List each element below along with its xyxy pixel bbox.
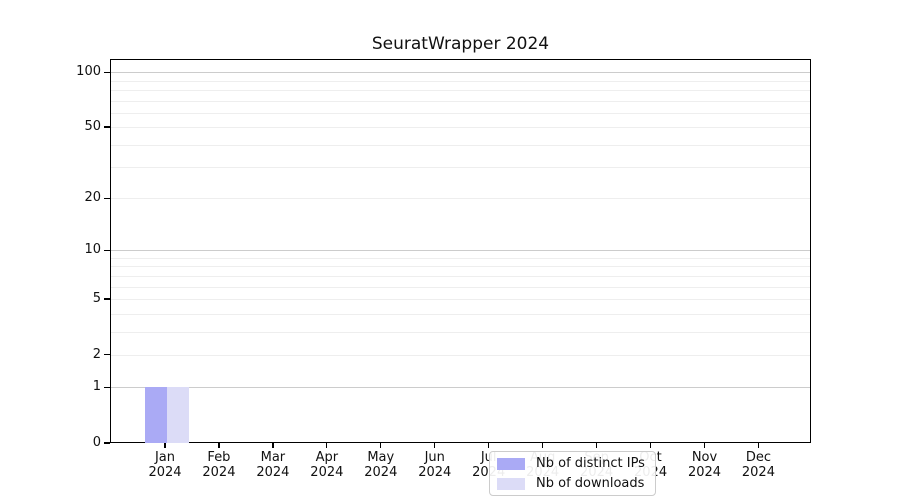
y-axis-tick-mark (104, 354, 110, 356)
y-axis-tick-label: 100 (76, 64, 101, 80)
x-axis-tick-label: Jun 2024 (403, 450, 467, 480)
x-tick-month: Feb (207, 450, 231, 465)
x-axis-tick-label: Nov 2024 (673, 450, 737, 480)
minor-gridline (111, 258, 810, 259)
x-tick-year: 2024 (148, 465, 182, 480)
y-axis-tick-label: 2 (92, 346, 101, 362)
x-tick-month: Jun (424, 450, 445, 465)
x-tick-year: 2024 (202, 465, 236, 480)
minor-gridline (111, 89, 810, 91)
x-tick-month: Nov (691, 450, 718, 465)
x-tick-month: Mar (260, 450, 286, 465)
x-axis-tick-mark (703, 443, 706, 448)
minor-gridline (111, 313, 810, 315)
legend-label-distinct-ips: Nb of distinct IPs (536, 456, 645, 471)
x-axis-tick-mark (488, 443, 490, 448)
minor-gridline (111, 266, 810, 268)
legend-entry-distinct-ips: Nb of distinct IPs (497, 455, 648, 472)
x-axis-tick-label: Jan 2024 (133, 450, 197, 480)
x-axis-tick-mark (380, 443, 382, 448)
major-gridline (111, 387, 810, 389)
minor-gridline (111, 100, 810, 102)
x-axis-tick-mark (218, 443, 220, 448)
y-axis-tick-label: 5 (92, 291, 101, 307)
y-axis-tick-mark (104, 386, 110, 388)
legend: Nb of distinct IPs Nb of downloads (489, 451, 656, 496)
x-axis-tick-mark (272, 443, 274, 448)
bar-distinct-ips (144, 387, 167, 443)
minor-gridline (111, 167, 810, 169)
x-tick-year: 2024 (256, 465, 290, 480)
x-axis-tick-mark (326, 443, 328, 448)
minor-gridline (111, 80, 810, 82)
minor-gridline (111, 198, 810, 200)
x-axis-tick-mark (164, 443, 166, 448)
y-axis-tick-mark (104, 71, 110, 73)
y-axis-tick-label: 50 (84, 119, 101, 135)
legend-entry-downloads: Nb of downloads (497, 475, 648, 492)
x-axis-tick-label: Apr 2024 (295, 450, 359, 480)
legend-swatch-distinct-ips (497, 457, 525, 470)
x-tick-month: May (367, 450, 395, 465)
x-axis-tick-label: Feb 2024 (187, 450, 251, 480)
minor-gridline (111, 354, 810, 356)
x-axis-tick-mark (542, 443, 544, 448)
y-axis-tick-mark (104, 298, 110, 300)
y-axis-tick-label: 0 (92, 435, 101, 450)
major-gridline (111, 72, 810, 74)
y-axis-tick-label: 20 (84, 190, 101, 206)
minor-gridline (111, 112, 810, 114)
x-tick-year: 2024 (310, 465, 344, 480)
minor-gridline (111, 127, 810, 129)
minor-gridline (111, 286, 810, 288)
major-gridline (111, 250, 810, 252)
x-tick-year: 2024 (364, 465, 398, 480)
minor-gridline (111, 275, 810, 277)
y-axis-tick-label: 10 (84, 242, 101, 258)
legend-label-downloads: Nb of downloads (536, 476, 645, 491)
legend-swatch-downloads (497, 477, 525, 490)
x-axis-tick-mark (595, 443, 598, 448)
x-axis-tick-mark (649, 443, 652, 448)
y-axis-tick-mark (104, 126, 110, 128)
x-tick-month: Apr (315, 450, 339, 465)
x-axis-tick-mark (757, 443, 760, 448)
x-tick-month: Dec (745, 450, 772, 465)
minor-gridline (111, 331, 810, 333)
y-axis-tick-label: 1 (92, 379, 101, 395)
x-axis-tick-mark (434, 443, 436, 448)
y-axis-tick-mark (104, 197, 110, 200)
x-axis-tick-label: Mar 2024 (241, 450, 305, 480)
y-axis-tick-mark (104, 249, 110, 251)
minor-gridline (111, 299, 810, 301)
x-tick-month: Jan (154, 450, 176, 465)
x-axis-tick-label: May 2024 (349, 450, 413, 480)
plot-area: Nb of distinct IPs Nb of downloads (110, 59, 811, 496)
bar-downloads (166, 387, 189, 443)
x-tick-year: 2024 (418, 465, 452, 480)
x-tick-year: 2024 (687, 465, 722, 480)
x-tick-year: 2024 (741, 465, 775, 480)
minor-gridline (111, 144, 810, 146)
y-axis-tick-mark (104, 442, 110, 444)
chart-title: SeuratWrapper 2024 (371, 34, 550, 54)
x-axis-tick-label: Dec 2024 (726, 450, 790, 480)
